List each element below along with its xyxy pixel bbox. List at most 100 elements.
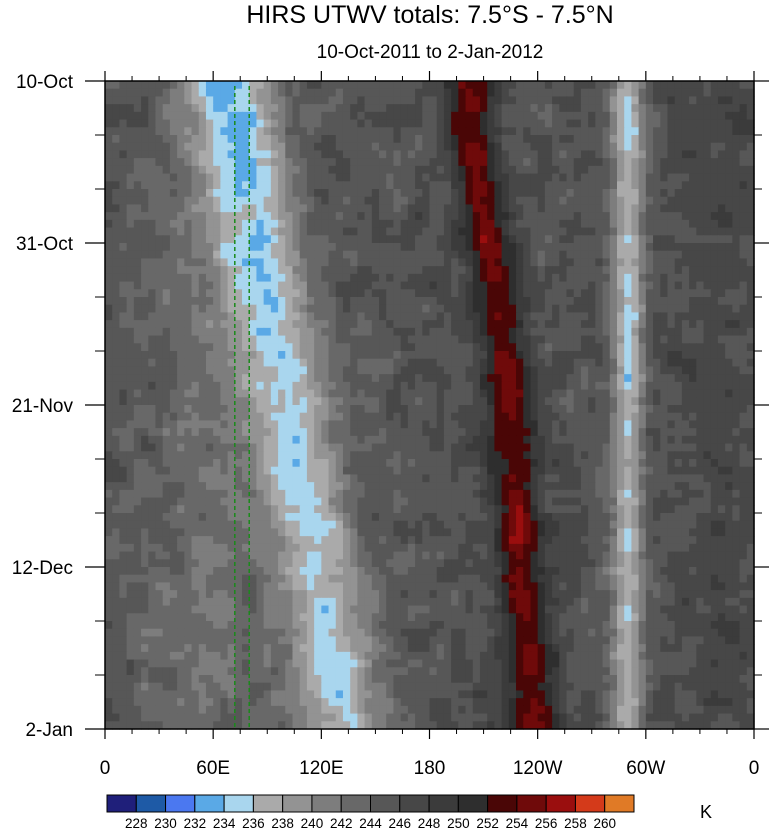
heatmap-cell xyxy=(703,343,712,352)
heatmap-cell xyxy=(292,196,301,206)
heatmap-cell xyxy=(263,189,272,198)
heatmap-cell xyxy=(112,243,121,252)
heatmap-cell xyxy=(105,111,113,121)
heatmap-cell xyxy=(148,459,157,468)
heatmap-cell xyxy=(566,243,575,252)
heatmap-cell xyxy=(732,389,741,398)
heatmap-cell xyxy=(667,420,676,429)
heatmap-cell xyxy=(342,266,351,275)
heatmap-cell xyxy=(328,343,337,352)
heatmap-cell xyxy=(234,343,243,352)
heatmap-cell xyxy=(595,474,604,483)
heatmap-cell xyxy=(328,435,337,445)
heatmap-cell xyxy=(306,497,315,506)
heatmap-cell xyxy=(717,405,726,414)
heatmap-cell xyxy=(234,304,243,314)
heatmap-cell xyxy=(400,212,409,221)
heatmap-cell xyxy=(681,111,690,121)
heatmap-cell xyxy=(739,250,748,260)
heatmap-cell xyxy=(335,482,344,491)
heatmap-cell xyxy=(328,351,337,360)
heatmap-cell xyxy=(386,266,395,275)
heatmap-cell xyxy=(602,405,611,414)
heatmap-cell xyxy=(717,358,726,368)
heatmap-cell xyxy=(133,366,142,375)
heatmap-cell xyxy=(263,327,272,337)
heatmap-cell xyxy=(479,289,488,298)
heatmap-cell xyxy=(126,219,135,229)
heatmap-cell xyxy=(148,227,157,236)
heatmap-cell xyxy=(407,474,416,483)
heatmap-cell xyxy=(559,181,568,190)
heatmap-cell xyxy=(725,459,733,468)
heatmap-cell xyxy=(429,497,438,506)
heatmap-cell xyxy=(559,96,568,105)
heatmap-cell xyxy=(278,273,286,283)
heatmap-cell xyxy=(588,281,596,290)
heatmap-cell xyxy=(746,165,755,175)
heatmap-cell xyxy=(501,281,510,290)
heatmap-cell xyxy=(133,104,142,113)
heatmap-cell xyxy=(451,88,459,98)
heatmap-cell xyxy=(148,173,157,182)
heatmap-cell xyxy=(299,489,308,499)
heatmap-cell xyxy=(407,505,416,514)
heatmap-cell xyxy=(119,219,128,229)
heatmap-cell xyxy=(595,381,604,391)
heatmap-cell xyxy=(443,212,452,221)
heatmap-cell xyxy=(328,96,337,105)
heatmap-cell xyxy=(544,343,553,352)
heatmap-cell xyxy=(213,111,221,121)
heatmap-cell xyxy=(580,435,589,445)
heatmap-cell xyxy=(306,173,315,182)
heatmap-cell xyxy=(443,420,452,429)
heatmap-cell xyxy=(177,212,185,221)
heatmap-cell xyxy=(169,497,178,506)
heatmap-cell xyxy=(552,119,560,128)
heatmap-cell xyxy=(191,165,200,175)
heatmap-cell xyxy=(732,119,741,128)
heatmap-cell xyxy=(443,127,452,136)
heatmap-cell xyxy=(465,189,474,198)
heatmap-cell xyxy=(624,165,633,175)
heatmap-cell xyxy=(141,428,149,437)
heatmap-cell xyxy=(321,474,330,483)
heatmap-cell xyxy=(220,189,229,198)
heatmap-cell xyxy=(443,381,452,391)
heatmap-cell xyxy=(487,381,495,391)
heatmap-cell xyxy=(155,135,164,144)
heatmap-cell xyxy=(105,81,113,90)
heatmap-cell xyxy=(451,127,459,136)
heatmap-cell xyxy=(631,235,640,244)
heatmap-cell xyxy=(198,104,207,113)
heatmap-cell xyxy=(422,135,431,144)
heatmap-cell xyxy=(112,327,121,337)
heatmap-cell xyxy=(112,250,121,260)
heatmap-cell xyxy=(126,459,135,468)
heatmap-cell xyxy=(112,389,121,398)
heatmap-cell xyxy=(105,358,113,368)
heatmap-cell xyxy=(429,397,438,406)
heatmap-cell xyxy=(422,196,431,206)
heatmap-cell xyxy=(263,227,272,236)
heatmap-cell xyxy=(746,258,755,267)
heatmap-cell xyxy=(386,451,395,460)
heatmap-cell xyxy=(689,474,697,483)
heatmap-cell xyxy=(407,459,416,468)
heatmap-cell xyxy=(710,381,719,391)
heatmap-cells xyxy=(105,81,755,730)
heatmap-cell xyxy=(379,165,387,175)
heatmap-cell xyxy=(213,505,221,514)
heatmap-cell xyxy=(234,381,243,391)
heatmap-cell xyxy=(436,96,445,105)
heatmap-cell xyxy=(105,219,113,229)
heatmap-cell xyxy=(739,297,748,306)
heatmap-cell xyxy=(631,250,640,260)
heatmap-cell xyxy=(631,289,640,298)
heatmap-cell xyxy=(227,343,236,352)
heatmap-cell xyxy=(451,428,459,437)
heatmap-cell xyxy=(270,96,279,105)
heatmap-cell xyxy=(739,335,748,344)
heatmap-cell xyxy=(681,389,690,398)
heatmap-cell xyxy=(479,212,488,221)
